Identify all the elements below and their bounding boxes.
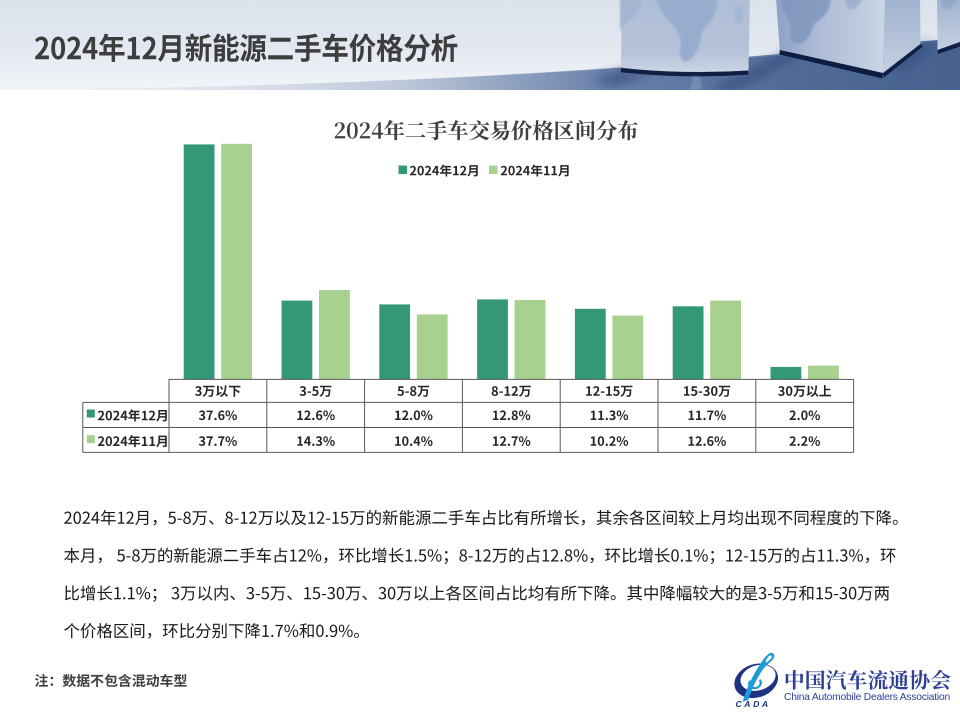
svg-text:China Automobile Dealers Assoc: China Automobile Dealers Association xyxy=(784,692,951,703)
svg-text:CADA: CADA xyxy=(736,699,771,709)
